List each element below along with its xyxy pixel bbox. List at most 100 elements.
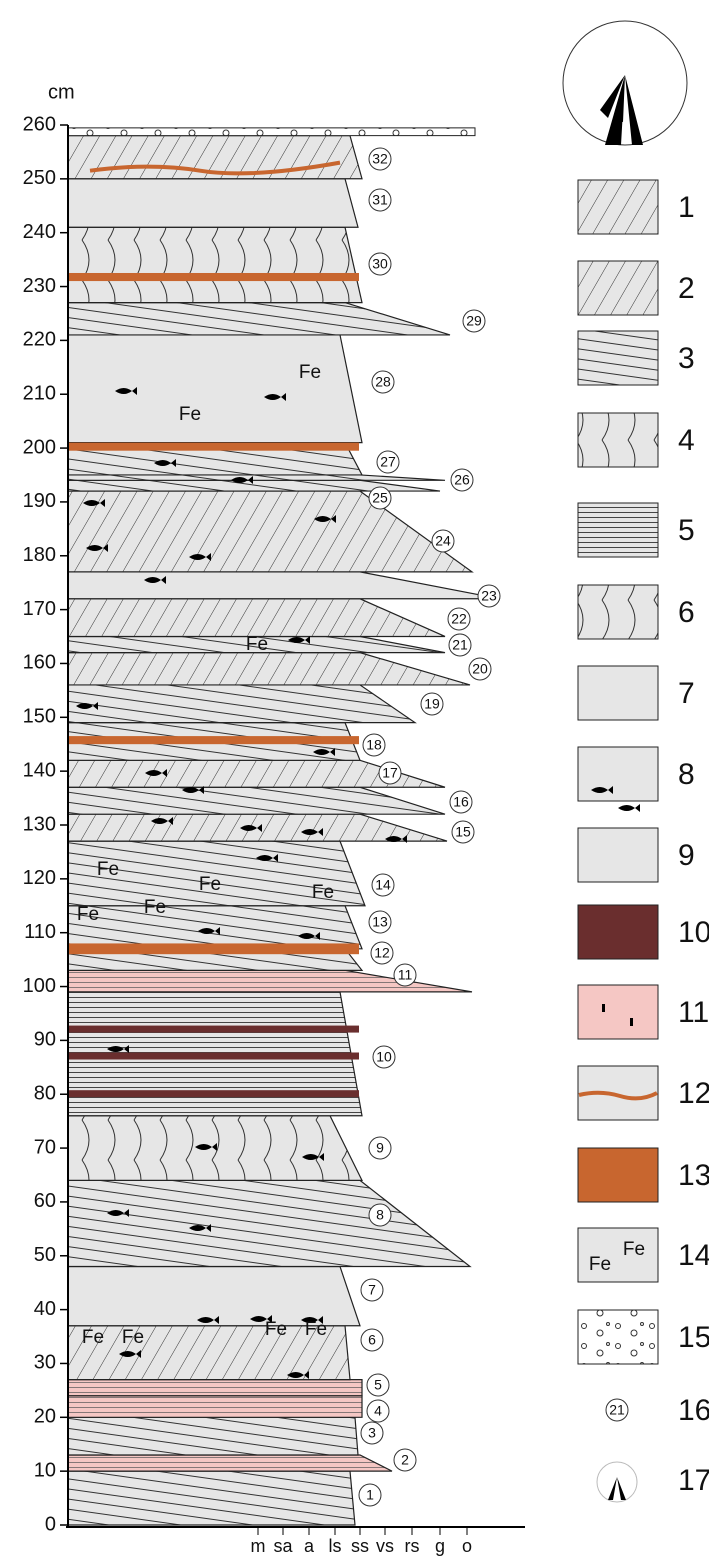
y-tick-label: 0 xyxy=(45,1513,56,1535)
bed xyxy=(68,599,445,637)
y-tick-label: 90 xyxy=(34,1029,56,1051)
bed-number: 3 xyxy=(368,1425,376,1441)
bed-number: 5 xyxy=(374,1377,382,1393)
legend-label: 7 xyxy=(678,677,695,710)
iron-band xyxy=(69,943,359,954)
bed-number: 24 xyxy=(435,533,451,549)
fe-label: Fe xyxy=(77,904,99,925)
bed xyxy=(68,1471,355,1525)
iron-band xyxy=(69,273,359,281)
legend-label: 11 xyxy=(678,996,709,1029)
bed-number: 7 xyxy=(368,1282,376,1298)
bed xyxy=(68,1180,470,1266)
bed-number: 17 xyxy=(382,765,398,781)
fe-label: Fe xyxy=(82,1327,104,1348)
legend-swatch xyxy=(578,331,658,385)
fe-label: Fe xyxy=(299,362,321,383)
bed-number: 14 xyxy=(375,877,391,893)
bed-number: 18 xyxy=(366,737,382,753)
bed-number: 29 xyxy=(466,313,482,329)
y-tick-label: 50 xyxy=(34,1244,56,1266)
x-tick-label: m xyxy=(251,1536,266,1556)
bed-number: 25 xyxy=(372,490,388,506)
y-tick-label: 130 xyxy=(23,813,56,835)
legend-swatch xyxy=(578,828,658,882)
y-tick-label: 80 xyxy=(34,1083,56,1105)
legend-swatch xyxy=(578,1310,658,1364)
bed-number: 8 xyxy=(376,1207,384,1223)
bed xyxy=(68,335,362,443)
legend-mark xyxy=(602,1004,605,1012)
legend-label: 4 xyxy=(678,424,695,457)
bed-number: 21 xyxy=(452,637,468,653)
bed xyxy=(68,475,445,480)
bed-number: 30 xyxy=(372,256,388,272)
y-tick-label: 40 xyxy=(34,1298,56,1320)
bed xyxy=(68,685,415,723)
x-tick-label: ss xyxy=(351,1536,369,1556)
y-tick-label: 250 xyxy=(23,167,56,189)
stratigraphic-log: FeFeFeFeFeFeFeFeFeFeFeFe1234567891011121… xyxy=(0,0,709,1558)
fe-label: Fe xyxy=(199,874,221,895)
fish-fossil xyxy=(618,804,640,812)
bed-number: 2 xyxy=(401,1452,409,1468)
bed xyxy=(68,491,472,572)
legend-swatch xyxy=(578,985,658,1039)
legend-label: 12 xyxy=(678,1077,709,1110)
bed xyxy=(68,1267,360,1326)
legend-label: 1 xyxy=(678,191,695,224)
bed-number: 20 xyxy=(472,661,488,677)
bed xyxy=(68,303,450,335)
bed-number: 1 xyxy=(366,1487,374,1503)
y-tick-label: 70 xyxy=(34,1136,56,1158)
fe-label: Fe xyxy=(97,859,119,880)
y-tick-label: 140 xyxy=(23,759,56,781)
legend-swatch xyxy=(578,413,658,467)
dark-band xyxy=(69,1026,359,1033)
bed xyxy=(68,179,358,227)
legend-rose xyxy=(608,1477,626,1500)
legend-label: 15 xyxy=(678,1321,709,1354)
legend-swatch xyxy=(578,1148,658,1202)
legend-swatch xyxy=(578,180,658,234)
bed xyxy=(68,1396,362,1418)
y-tick-label: 160 xyxy=(23,652,56,674)
y-tick-label: 100 xyxy=(23,975,56,997)
conglomerate xyxy=(68,128,475,136)
y-tick-label: 20 xyxy=(34,1406,56,1428)
fe-label: Fe xyxy=(122,1327,144,1348)
legend-label: 10 xyxy=(678,916,709,949)
legend-swatch xyxy=(578,585,658,639)
dark-band xyxy=(69,1090,359,1097)
legend-label: 9 xyxy=(678,839,695,872)
bed-number: 12 xyxy=(374,945,390,961)
paleocurrent-rose xyxy=(600,75,643,145)
x-tick-label: rs xyxy=(405,1536,420,1556)
y-tick-label: 120 xyxy=(23,867,56,889)
legend-label: 8 xyxy=(678,758,695,791)
legend-swatch xyxy=(578,905,658,959)
legend-mark xyxy=(630,1018,633,1026)
legend-label: 16 xyxy=(678,1394,709,1427)
fe-label: Fe xyxy=(179,404,201,425)
fe-label: Fe xyxy=(312,882,334,903)
y-tick-label: 170 xyxy=(23,598,56,620)
legend-label: 14 xyxy=(678,1239,709,1272)
bed xyxy=(68,1455,392,1471)
legend-fe: Fe xyxy=(623,1239,645,1260)
y-tick-label: 110 xyxy=(24,921,56,943)
bed-number: 22 xyxy=(451,611,467,627)
y-tick-label: 200 xyxy=(23,436,56,458)
iron-band xyxy=(69,443,359,451)
legend-label: 2 xyxy=(678,272,695,305)
compass-rose xyxy=(563,21,687,145)
bed-number: 19 xyxy=(424,696,440,712)
bed-number: 31 xyxy=(372,192,388,208)
y-tick-label: 60 xyxy=(34,1190,56,1212)
legend-swatch xyxy=(578,666,658,720)
bed xyxy=(68,1417,358,1455)
bed-number: 28 xyxy=(375,374,391,390)
legend-bed-number: 21 xyxy=(609,1402,625,1418)
bed xyxy=(68,653,470,685)
x-tick-label: vs xyxy=(376,1536,394,1556)
